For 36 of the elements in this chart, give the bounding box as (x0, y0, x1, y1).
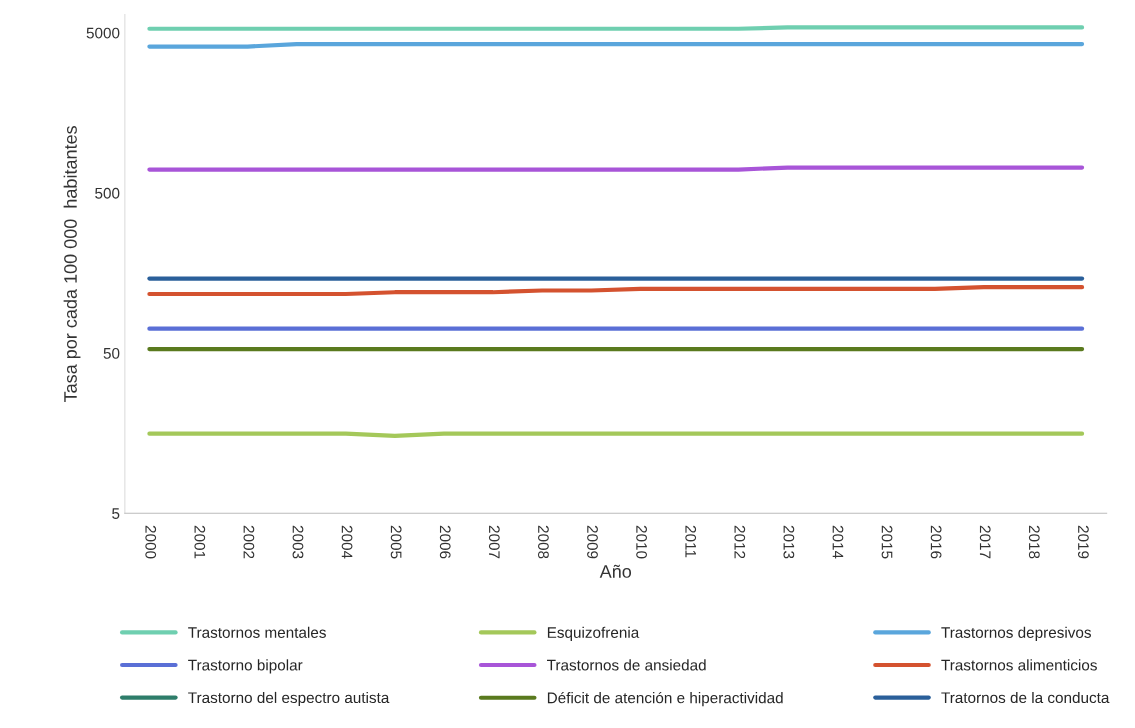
x-tick-label: 2006 (439, 525, 451, 559)
legend-label: Esquizofrenia (547, 626, 640, 641)
x-tick-label: 2007 (488, 525, 500, 559)
legend-label: Trastorno del espectro autista (188, 691, 390, 707)
x-tick-label: 2013 (783, 525, 795, 559)
legend-label: Trastorno bipolar (188, 659, 303, 674)
x-tick-label: 2000 (145, 525, 157, 559)
legend-label: Trastornos alimenticios (941, 659, 1097, 671)
x-tick-label: 2005 (390, 525, 402, 559)
x-tick-label: 2014 (832, 525, 844, 559)
legend-label: Tratornos de la conducta (941, 691, 1110, 704)
x-tick-label: 2010 (636, 525, 647, 559)
x-axis-title: Año (599, 564, 632, 578)
x-tick-label: 2018 (1028, 525, 1040, 559)
x-tick-label: 2009 (587, 525, 598, 559)
y-axis-title: Tasa por cada 100 000 habitantes (63, 126, 81, 403)
y-tick-label: 5000 (86, 27, 120, 39)
y-tick-label: 5 (112, 508, 120, 519)
x-tick-label: 2011 (685, 525, 697, 558)
y-tick-label: 50 (103, 347, 120, 359)
x-tick-label: 2004 (341, 525, 353, 559)
x-tick-label: 2003 (292, 525, 304, 559)
x-tick-label: 2012 (734, 525, 746, 559)
legend-label: Trastornos depresivos (941, 626, 1091, 641)
x-tick-label: 2019 (1077, 525, 1089, 559)
x-tick-label: 2002 (243, 525, 255, 559)
legend-label: Déficit de atención e hiperactividad (547, 691, 783, 707)
x-tick-label: 2015 (881, 525, 893, 559)
legend-label: Trastornos de ansiedad (547, 659, 706, 671)
line-series (147, 285, 1085, 297)
x-tick-label: 2016 (930, 525, 942, 559)
x-tick-label: 2001 (194, 525, 206, 559)
x-tick-label: 2017 (979, 525, 991, 559)
x-tick-label: 2008 (538, 525, 549, 559)
legend-label: Trastornos mentales (188, 626, 326, 638)
y-tick-label: 500 (95, 187, 120, 199)
